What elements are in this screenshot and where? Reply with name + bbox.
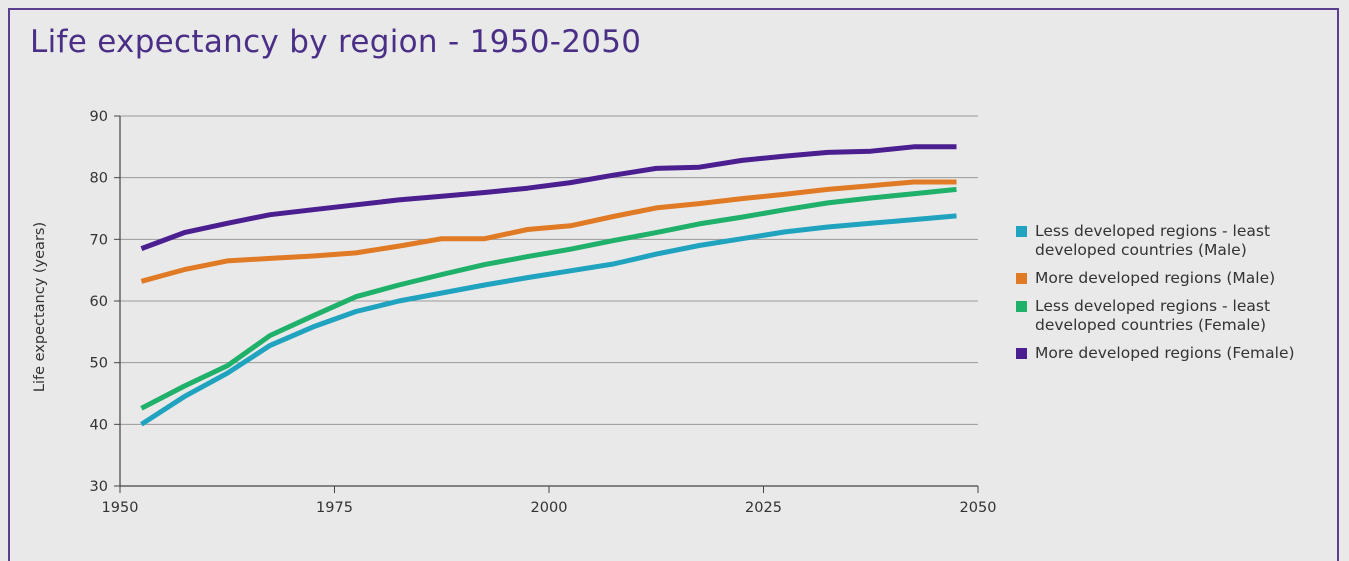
- y-tick-label: 60: [90, 294, 108, 310]
- x-tick-label: 1975: [316, 500, 353, 516]
- legend-item-1: Less developed regions - least developed…: [1016, 222, 1300, 260]
- series-line-3: [140, 186, 957, 411]
- legend-swatch: [1016, 301, 1027, 312]
- chart-frame: [8, 8, 1339, 561]
- series-line-1: [140, 213, 957, 427]
- chart-title: Life expectancy by region - 1950-2050: [30, 24, 642, 60]
- legend-label: More developed regions (Female): [1035, 344, 1295, 362]
- legend-item-3: Less developed regions - least developed…: [1016, 297, 1300, 335]
- legend-label: More developed regions (Male): [1035, 269, 1276, 287]
- legend-swatch: [1016, 226, 1027, 237]
- series-line-2: [140, 179, 957, 284]
- y-tick-label: 70: [90, 232, 108, 248]
- x-tick-label: 2025: [745, 500, 782, 516]
- x-tick-label: 2050: [960, 500, 997, 516]
- legend-item-4: More developed regions (Female): [1016, 344, 1300, 363]
- x-tick-label: 2000: [531, 500, 568, 516]
- legend-label: Less developed regions - least developed…: [1035, 222, 1271, 259]
- legend-label: Less developed regions - least developed…: [1035, 297, 1271, 334]
- y-axis-label: Life expectancy (years): [32, 222, 48, 392]
- legend-swatch: [1016, 348, 1027, 359]
- y-tick-label: 90: [90, 109, 108, 125]
- y-tick-label: 40: [90, 417, 108, 433]
- y-tick-label: 80: [90, 171, 108, 187]
- y-tick-label: 30: [90, 479, 108, 495]
- legend-swatch: [1016, 273, 1027, 284]
- legend-item-2: More developed regions (Male): [1016, 269, 1300, 288]
- x-tick-label: 1950: [102, 500, 139, 516]
- series-line-4: [140, 144, 957, 251]
- chart-legend: Less developed regions - least developed…: [1016, 222, 1300, 372]
- y-tick-label: 50: [90, 356, 108, 372]
